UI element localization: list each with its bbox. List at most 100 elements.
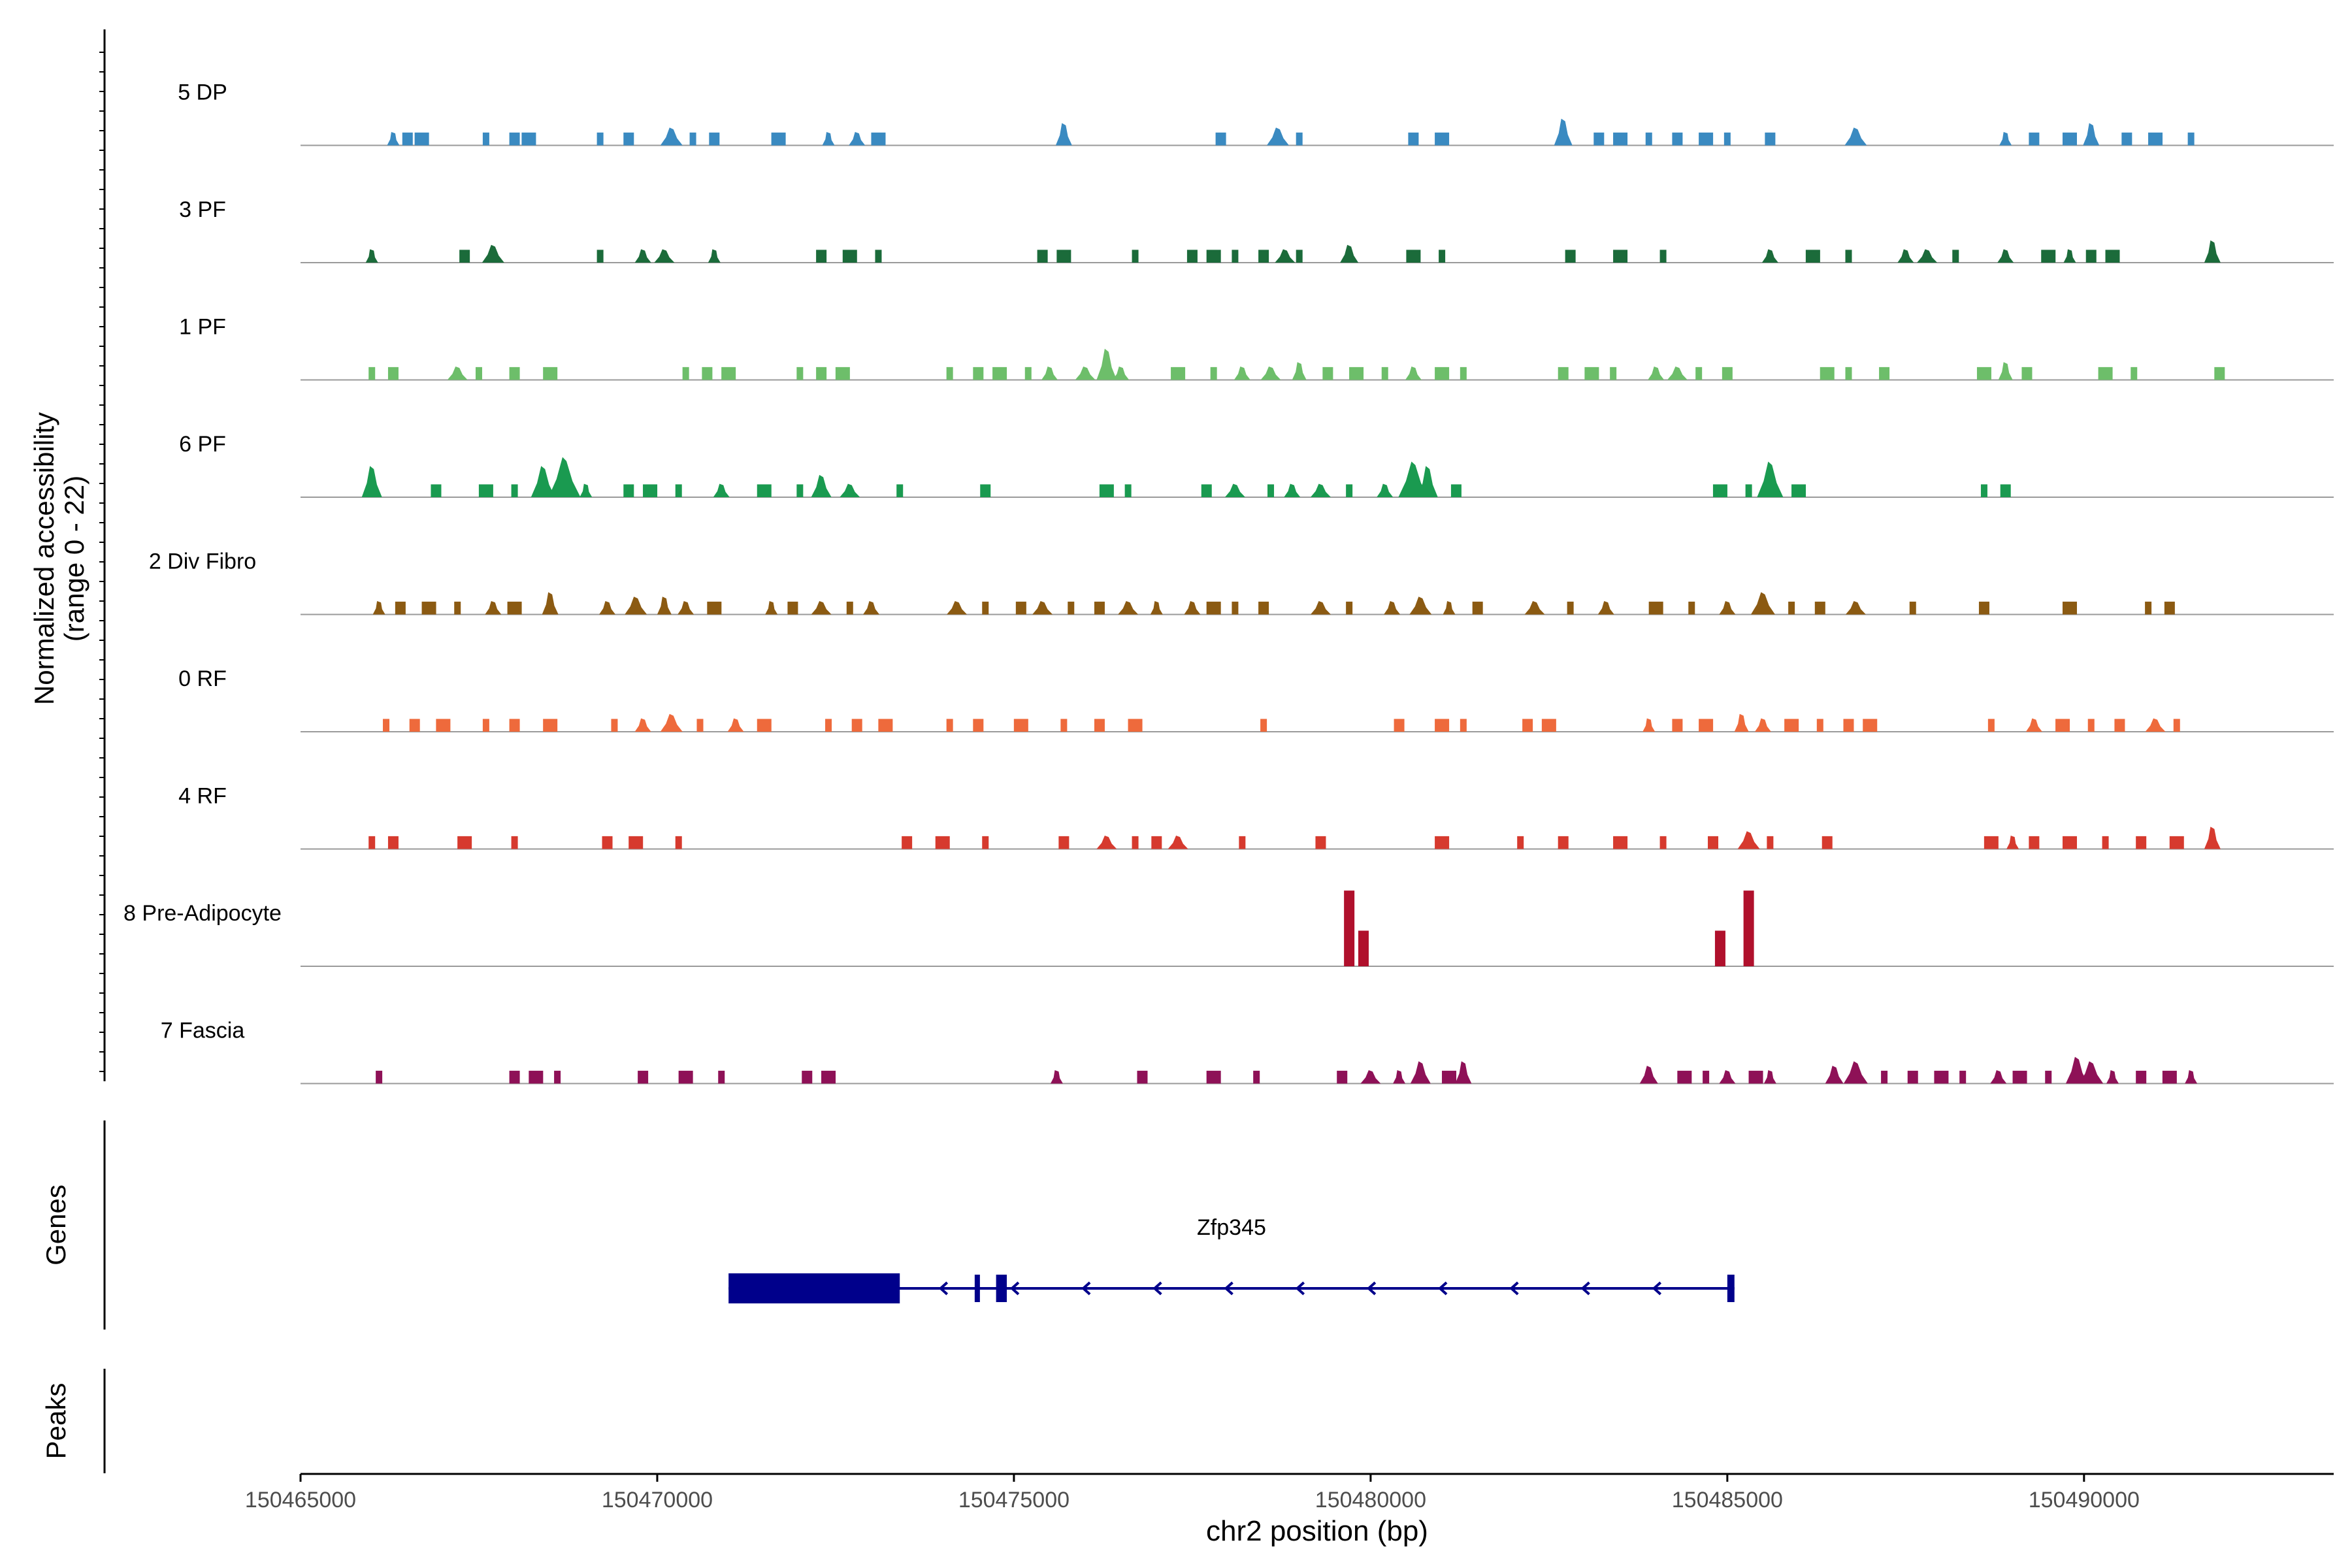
coverage-peak (1253, 1070, 1260, 1084)
coverage-peak (1613, 250, 1628, 263)
coverage-peak (1472, 601, 1483, 615)
coverage-peak (796, 484, 804, 497)
coverage-peak (365, 249, 378, 263)
coverage-peak (1315, 836, 1326, 849)
coverage-peak (1584, 367, 1599, 380)
coverage-peak (871, 132, 886, 146)
coverage-peak (1068, 601, 1075, 615)
coverage-peak (1024, 367, 1032, 380)
coverage-peak (1565, 250, 1576, 263)
coverage-peak (1613, 132, 1628, 146)
coverage-peak (1150, 601, 1163, 615)
coverage-peak (2062, 601, 2077, 615)
strand-arrow-icon (1009, 1281, 1020, 1296)
coverage-peak (1723, 132, 1731, 146)
coverage-peak (822, 132, 835, 146)
coverage-peak (643, 484, 658, 497)
track-7-fascia: 7 Fascia (161, 1019, 2334, 1085)
track-1-pf: 1 PF (179, 315, 2334, 381)
coverage-peak (657, 596, 672, 615)
coverage-peak (1843, 719, 1854, 732)
coverage-peak (1094, 719, 1105, 732)
coverage-peak (1224, 483, 1245, 497)
gene-exon (974, 1275, 980, 1302)
coverage-peak (2098, 367, 2113, 380)
coverage-peak (1677, 1070, 1692, 1084)
coverage-peak (846, 601, 853, 615)
coverage-peak (821, 1070, 836, 1084)
coverage-peak (707, 601, 722, 615)
x-axis-tick-label: 150470000 (602, 1488, 713, 1512)
coverage-peak (2105, 250, 2120, 263)
coverage-peak (1393, 1070, 1406, 1084)
track-6-pf: 6 PF (179, 432, 2334, 498)
coverage-peak (1648, 601, 1663, 615)
coverage-peak (1734, 713, 1749, 732)
coverage-peak (1346, 601, 1353, 615)
coverage-peak (509, 719, 520, 732)
coverage-peak (475, 367, 482, 380)
coverage-peak (1410, 1061, 1431, 1084)
coverage-peak (1296, 250, 1303, 263)
coverage-peak (816, 367, 827, 380)
coverage-peak (1267, 484, 1275, 497)
strand-arrow-icon (1652, 1281, 1662, 1296)
coverage-peak (654, 249, 675, 263)
track-label: 6 PF (179, 432, 226, 457)
coverage-peak (1215, 132, 1226, 146)
coverage-peak (1784, 719, 1799, 732)
coverage-peak (2173, 719, 2180, 732)
coverage-peak (946, 719, 953, 732)
coverage-peak (1232, 250, 1239, 263)
coverage-peak (2055, 719, 2070, 732)
coverage-peak (2087, 719, 2095, 732)
coverage-peak (2131, 367, 2138, 380)
coverage-peak (1201, 484, 1212, 497)
coverage-peak (1013, 719, 1028, 732)
coverage-peak (402, 132, 413, 146)
coverage-peak (623, 132, 634, 146)
coverage-peak (1610, 367, 1617, 380)
coverage-peak (421, 601, 436, 615)
coverage-peak (509, 132, 520, 146)
coverage-peak (1997, 249, 2014, 263)
coverage-peak (2187, 132, 2195, 146)
coverage-peak (2085, 250, 2097, 263)
coverage-peak (2162, 1070, 2177, 1084)
coverage-peak (682, 367, 689, 380)
coverage-peak (1699, 719, 1714, 732)
coverage-peak (1232, 601, 1239, 615)
coverage-peak (2145, 601, 2152, 615)
coverage-peak (1978, 601, 1989, 615)
coverage-peak (1409, 596, 1432, 615)
track-label: 1 PF (179, 315, 226, 340)
coverage-peak (1435, 367, 1450, 380)
coverage-peak (1050, 1070, 1063, 1084)
coverage-peak (708, 249, 721, 263)
coverage-peak (1917, 249, 1938, 263)
track-label: 4 RF (178, 784, 227, 809)
coverage-peak (2062, 836, 2077, 849)
coverage-peak (1310, 601, 1331, 615)
coverage-tracks: 5 DP 3 PF 1 PF 6 PF 2 Div Fibro 0 RF 4 RF 8 Pre… (123, 80, 2334, 1085)
coverage-peak (718, 1070, 725, 1084)
coverage-peak (973, 719, 984, 732)
coverage-peak (361, 466, 382, 497)
coverage-peak (1959, 1070, 1967, 1084)
coverage-peak (542, 592, 559, 615)
coverage-peak (1672, 132, 1683, 146)
coverage-peak (1266, 127, 1289, 146)
coverage-peak (1719, 601, 1736, 615)
coverage-peak (1406, 250, 1421, 263)
coverage-peak (1613, 836, 1628, 849)
coverage-peak (1258, 250, 1269, 263)
track-label: 0 RF (178, 666, 227, 691)
coverage-peak (702, 367, 713, 380)
coverage-peak (1952, 250, 1959, 263)
coverage-peak (457, 836, 472, 849)
coverage-peak (1435, 719, 1450, 732)
coverage-peak (1450, 484, 1462, 497)
coverage-peak (765, 601, 778, 615)
coverage-peak (368, 367, 376, 380)
